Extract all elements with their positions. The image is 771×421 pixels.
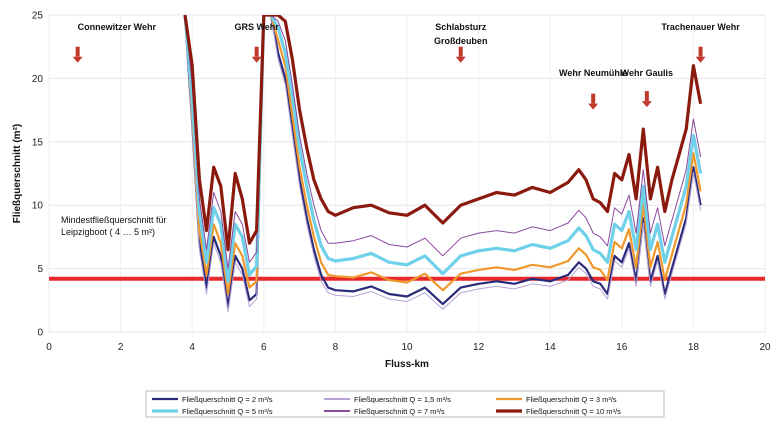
- axes: 0 5 10 15 20 25 0 2 4 6 8 10 12 14 16 18 20 Fluss-km Fließ…: [12, 11, 771, 371]
- annotation-label: Schlabsturz: [435, 22, 487, 32]
- annotation-label: Wehr Gaulis: [621, 68, 673, 78]
- series-line-1: [183, 15, 702, 308]
- series-line-4: [183, 15, 703, 283]
- x-tick-label: 12: [473, 342, 485, 353]
- annotation-arrow-shaft: [698, 46, 703, 57]
- annotation-arrow-shaft: [591, 93, 596, 104]
- annotation-arrow-shaft: [75, 46, 80, 57]
- annotation-arrow-shaft: [458, 46, 463, 57]
- legend-label: Fließquerschnitt Q = 3 m³/s: [526, 395, 617, 404]
- y-tick-label: 0: [37, 328, 43, 339]
- legend-label: Fließquerschnitt Q = 1,5 m³/s: [354, 395, 451, 404]
- x-tick-label: 16: [616, 342, 628, 353]
- annotation-arrow-head: [72, 56, 83, 63]
- annotations: Connewitzer Wehr GRS Wehr Schlabsturz Großd…: [72, 22, 740, 110]
- annotation-arrow-head: [251, 56, 262, 63]
- annotation-label: Connewitzer Wehr: [78, 22, 157, 32]
- y-tick-label: 10: [32, 201, 44, 212]
- annotation-label: Großdeuben: [434, 36, 488, 46]
- threshold-line: Mindestfließquerschnitt für Leipzigboot (…: [49, 215, 765, 281]
- x-tick-label: 10: [401, 342, 413, 353]
- legend-label: Fließquerschnitt Q = 10 m³/s: [526, 407, 621, 416]
- x-tick-label: 0: [46, 342, 52, 353]
- x-tick-label: 8: [333, 342, 339, 353]
- threshold-label: Leipzigboot ( 4 … 5 m²): [61, 227, 155, 237]
- y-axis-label: Fließquerschnitt (m²): [12, 124, 23, 223]
- legend-box: [145, 390, 665, 418]
- x-tick-label: 14: [545, 342, 557, 353]
- series-line-3: [183, 15, 702, 296]
- y-tick-label: 20: [32, 74, 44, 85]
- annotation-label: GRS Wehr: [234, 22, 279, 32]
- series-lines: [183, 15, 703, 313]
- legend-label: Fließquerschnitt Q = 2 m³/s: [182, 395, 273, 404]
- annotation-label: Wehr Neumühle: [559, 68, 627, 78]
- annotation-arrow-head: [641, 101, 652, 108]
- x-tick-label: 6: [261, 342, 267, 353]
- annotation-arrow-head: [455, 56, 466, 63]
- annotation-arrow-head: [588, 103, 599, 110]
- annotation-arrow-head: [695, 56, 706, 63]
- series-line-2: [184, 15, 702, 313]
- threshold-label: Mindestfließquerschnitt für: [61, 215, 167, 225]
- x-tick-label: 20: [759, 342, 771, 353]
- annotation-arrow-shaft: [644, 91, 649, 102]
- annotation-arrow-shaft: [254, 46, 259, 57]
- y-tick-label: 5: [37, 264, 43, 275]
- y-tick-label: 15: [32, 137, 44, 148]
- annotation-label: Trachenauer Wehr: [661, 22, 740, 32]
- legend-label: Fließquerschnitt Q = 7 m³/s: [354, 407, 445, 416]
- x-axis-label: Fluss-km: [385, 359, 429, 370]
- x-tick-label: 18: [688, 342, 700, 353]
- y-tick-label: 25: [32, 11, 44, 22]
- series-line-6: [183, 15, 703, 252]
- series-line-5: [184, 15, 702, 270]
- legend: Fließquerschnitt Q = 2 m³/s Fließquerschn…: [145, 390, 665, 418]
- x-tick-label: 2: [118, 342, 124, 353]
- legend-label: Fließquerschnitt Q = 5 m³/s: [182, 407, 273, 416]
- x-tick-label: 4: [189, 342, 195, 353]
